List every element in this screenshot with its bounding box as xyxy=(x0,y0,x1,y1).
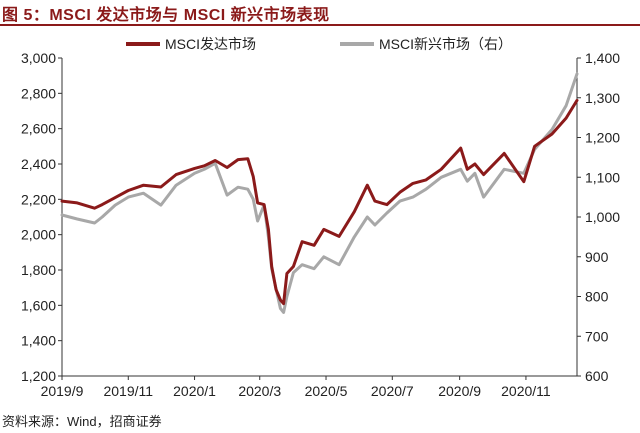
y-left-tick-label: 3,000 xyxy=(21,50,56,66)
x-tick-label: 2020/7 xyxy=(371,383,414,399)
y-right-tick-label: 600 xyxy=(585,368,609,384)
y-right-tick-label: 900 xyxy=(585,249,609,265)
source-note: 资料来源：Wind，招商证券 xyxy=(2,414,162,429)
x-tick-label: 2019/11 xyxy=(103,383,153,399)
x-tick-label: 2020/11 xyxy=(501,383,551,399)
y-right-tick-label: 1,400 xyxy=(585,50,620,66)
x-tick-label: 2020/5 xyxy=(305,383,348,399)
title-divider xyxy=(0,24,640,26)
y-right-tick-label: 1,000 xyxy=(585,209,620,225)
y-left-tick-label: 1,800 xyxy=(21,262,56,278)
series-line-msci-emerging xyxy=(60,72,579,314)
y-right-tick-label: 1,200 xyxy=(585,130,620,146)
figure-title-bar: 图 5：MSCI 发达市场与 MSCI 新兴市场表现 xyxy=(0,0,640,24)
figure-title: 图 5：MSCI 发达市场与 MSCI 新兴市场表现 xyxy=(2,7,330,24)
y-left-tick-label: 2,000 xyxy=(21,227,56,243)
series-line-msci-developed xyxy=(60,98,579,306)
y-left-tick-label: 1,400 xyxy=(21,333,56,349)
y-left-tick-label: 2,400 xyxy=(21,156,56,172)
y-left-tick-label: 2,600 xyxy=(21,121,56,137)
line-chart: 1,200 1,400 1,600 1,800 2,000 2,200 2,400 2,600… xyxy=(21,36,620,399)
y-left-tick-label: 2,800 xyxy=(21,85,56,101)
legend-label-msci-developed: MSCI发达市场 xyxy=(165,36,256,52)
y-right-tick-label: 1,300 xyxy=(585,90,620,106)
y-left-tick-label: 1,600 xyxy=(21,297,56,313)
y-right-tick-label: 1,100 xyxy=(585,169,620,185)
y-right-tick-label: 800 xyxy=(585,289,609,305)
y-left-tick-label: 1,200 xyxy=(21,368,56,384)
y-left-tick-label: 2,200 xyxy=(21,191,56,207)
legend-label-msci-emerging: MSCI新兴市场（右） xyxy=(379,36,512,52)
x-tick-label: 2020/1 xyxy=(173,383,216,399)
x-tick-label: 2019/9 xyxy=(41,383,84,399)
chart-container: 1,200 1,400 1,600 1,800 2,000 2,200 2,400 2,600… xyxy=(0,28,640,408)
x-tick-label: 2020/9 xyxy=(438,383,481,399)
y-right-tick-label: 700 xyxy=(585,328,609,344)
x-tick-label: 2020/3 xyxy=(238,383,281,399)
